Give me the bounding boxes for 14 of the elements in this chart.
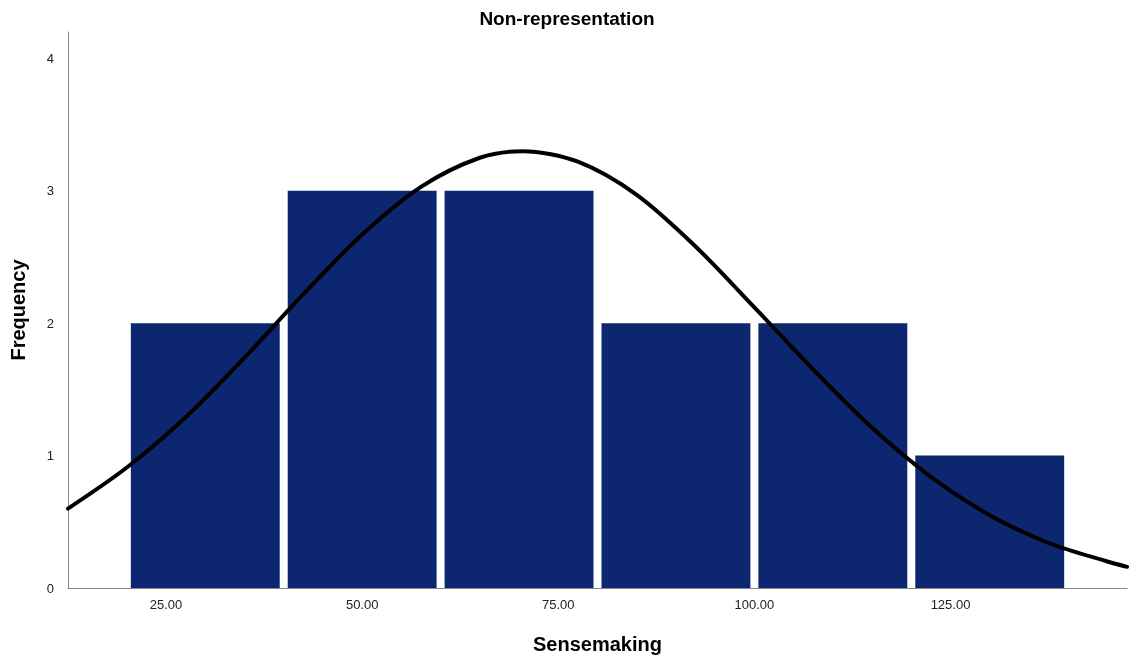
x-tick-label: 125.00 bbox=[930, 597, 971, 612]
y-tick-label: 3 bbox=[46, 183, 54, 199]
y-tick-label: 2 bbox=[46, 315, 54, 331]
y-tick-label: 0 bbox=[46, 580, 54, 596]
y-axis-title: Frequency bbox=[7, 258, 29, 361]
x-axis-title: Sensemaking bbox=[533, 633, 662, 655]
x-tick-label: 75.00 bbox=[542, 597, 575, 612]
x-tick-label: 25.00 bbox=[149, 597, 183, 612]
line-series bbox=[66, 149, 1129, 569]
x-tick-label: 100.00 bbox=[734, 597, 775, 612]
chart-title: Non-representation bbox=[479, 8, 655, 29]
y-tick-label: 1 bbox=[46, 448, 54, 464]
y-tick-label: 4 bbox=[46, 50, 54, 66]
x-tick-label: 50.00 bbox=[345, 597, 379, 612]
